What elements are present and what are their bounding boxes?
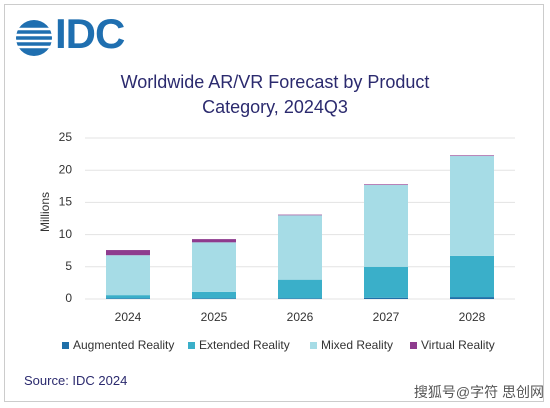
legend-swatch: [188, 342, 195, 349]
bar-segment: [192, 239, 236, 243]
x-tick-label: 2024: [115, 310, 142, 324]
bar-segment: [450, 155, 494, 157]
legend-swatch: [410, 342, 417, 349]
y-axis-label: Millions: [38, 192, 52, 232]
bar-segment: [364, 297, 408, 299]
legend-label: Virtual Reality: [421, 338, 495, 352]
legend-swatch: [310, 342, 317, 349]
legend-label: Mixed Reality: [321, 338, 393, 352]
bar-segment: [364, 185, 408, 267]
y-tick-label: 25: [59, 130, 73, 144]
bar-segment: [192, 291, 236, 299]
bar-segment: [278, 279, 322, 299]
bar-segment: [278, 298, 322, 299]
bar-segment: [450, 156, 494, 256]
legend-label: Augmented Reality: [73, 338, 174, 352]
x-tick-label: 2028: [459, 310, 486, 324]
bar-segment: [278, 214, 322, 216]
x-tick-label: 2025: [201, 310, 228, 324]
bar-segment: [106, 298, 150, 299]
watermark: 搜狐号@字符 思创网: [413, 384, 544, 400]
bar-segment: [364, 266, 408, 298]
y-tick-label: 0: [65, 291, 72, 305]
chart-title: Worldwide AR/VR Forecast by Product Cate…: [120, 72, 430, 117]
bar-segment: [192, 242, 236, 292]
bar-segment: [106, 250, 150, 256]
y-tick-label: 20: [59, 162, 73, 176]
bar-segment: [450, 255, 494, 298]
y-tick-label: 5: [65, 259, 72, 273]
bar-segment: [278, 215, 322, 280]
bar-segment: [106, 255, 150, 296]
bar-segment: [364, 184, 408, 186]
logo-icon: [14, 20, 54, 56]
logo: IDC: [55, 10, 125, 57]
x-tick-label: 2027: [373, 310, 400, 324]
bar-segment: [450, 297, 494, 299]
y-tick-label: 10: [59, 227, 73, 241]
bar-segment: [192, 298, 236, 299]
legend-label: Extended Reality: [199, 338, 290, 352]
legend-swatch: [62, 342, 69, 349]
x-tick-label: 2026: [287, 310, 314, 324]
y-tick-label: 15: [59, 195, 73, 209]
frame: [4, 4, 544, 402]
bar-segment: [106, 295, 150, 299]
source: Source: IDC 2024: [24, 373, 128, 388]
